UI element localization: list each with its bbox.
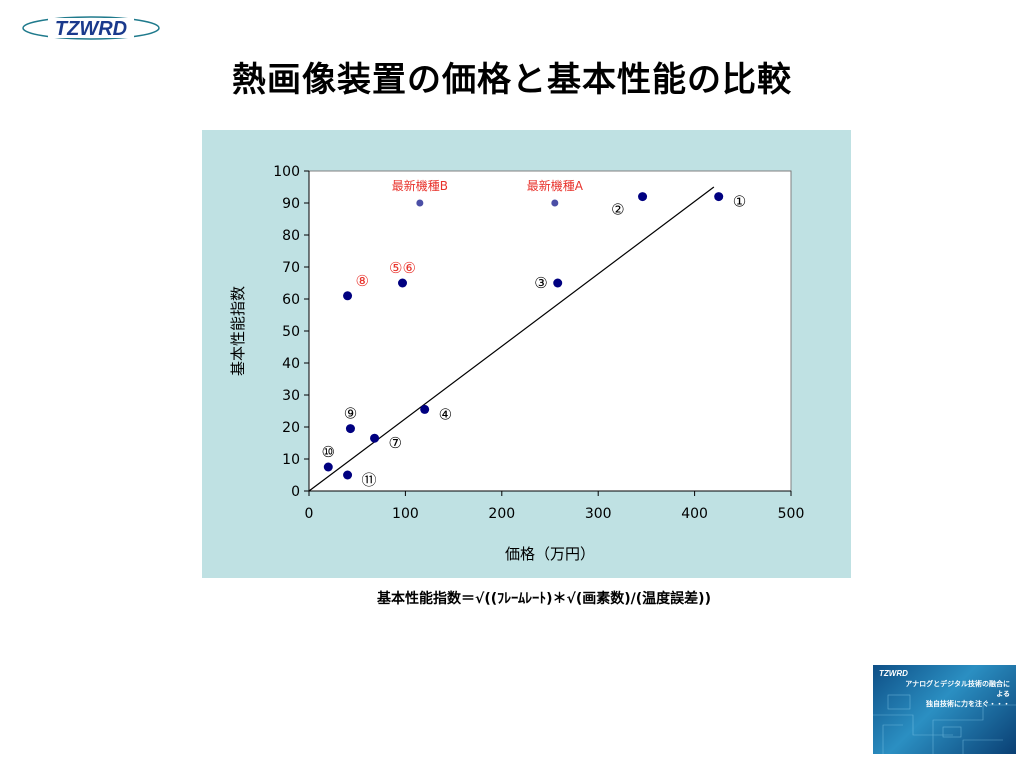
data-point xyxy=(714,192,724,202)
scatter-chart: 0 10 20 30 40 50 60 70 80 90 100 0 100 200 300 400 500 ①… xyxy=(229,164,805,563)
y-tick-label: 20 xyxy=(282,420,300,436)
y-tick-label: 90 xyxy=(282,196,300,212)
y-tick-label: 30 xyxy=(282,388,300,404)
plot-area xyxy=(308,170,792,492)
thumbnail-circuit-icon xyxy=(873,694,1016,754)
y-tick-label: 40 xyxy=(282,356,300,372)
data-point xyxy=(370,433,380,443)
x-tick-label: 200 xyxy=(488,506,515,522)
page-title: 熱画像装置の価格と基本性能の比較 xyxy=(232,60,792,100)
x-tick-label: 0 xyxy=(305,506,314,522)
chart-panel: 0 10 20 30 40 50 60 70 80 90 100 0 100 200 300 400 500 ①… xyxy=(202,130,851,578)
new-model-label: 最新機種B xyxy=(392,178,448,193)
point-label: ② xyxy=(611,201,624,219)
y-axis-label: 基本性能指数 xyxy=(229,286,247,376)
data-point xyxy=(420,404,430,414)
x-tick-label: 500 xyxy=(778,506,805,522)
company-thumbnail: TZWRD アナログとデジタル技術の融合による 独自技術に力を注ぐ・・・ xyxy=(873,665,1016,754)
point-label: ③ xyxy=(534,274,547,292)
y-tick-label: 70 xyxy=(282,260,300,276)
new-model-label: 最新機種A xyxy=(527,178,584,193)
data-point xyxy=(553,278,563,288)
point-label: ⑨ xyxy=(344,405,357,423)
y-tick-label: 50 xyxy=(282,324,300,340)
x-tick-label: 400 xyxy=(681,506,708,522)
thumbnail-caption: アナログとデジタル技術の融合による 独自技術に力を注ぐ・・・ xyxy=(900,679,1010,709)
tzwrd-logo: TZWRD xyxy=(22,16,160,40)
point-label: ⑧ xyxy=(356,272,369,290)
performance-formula: 基本性能指数＝√((ﾌﾚｰﾑﾚｰﾄ)＊√(画素数)/(温度誤差)) xyxy=(377,591,711,607)
y-tick-label: 60 xyxy=(282,292,300,308)
x-tick-label: 300 xyxy=(585,506,612,522)
x-tick-label: 100 xyxy=(392,506,419,522)
point-label: ⑩ xyxy=(322,443,335,461)
point-label: ⑪ xyxy=(362,471,377,489)
data-point xyxy=(343,470,353,480)
data-point xyxy=(323,462,333,472)
thumbnail-logo: TZWRD xyxy=(879,669,908,678)
new-model-point xyxy=(551,199,559,207)
point-label: ⑦ xyxy=(389,434,402,452)
logo-text: TZWRD xyxy=(55,18,127,40)
data-point xyxy=(398,278,408,288)
data-point xyxy=(345,424,355,434)
point-label: ⑤⑥ xyxy=(389,259,416,277)
point-label: ① xyxy=(733,193,746,211)
logo-oval-icon xyxy=(22,16,160,40)
thumbnail-line2: 独自技術に力を注ぐ・・・ xyxy=(926,700,1010,708)
thumbnail-line1: アナログとデジタル技術の融合による xyxy=(905,680,1010,698)
y-tick-label: 10 xyxy=(282,452,300,468)
y-tick-label: 0 xyxy=(291,484,300,500)
data-point xyxy=(343,291,353,301)
new-model-point xyxy=(416,199,424,207)
y-tick-label: 80 xyxy=(282,228,300,244)
point-label: ④ xyxy=(439,405,452,423)
x-axis-label: 価格（万円） xyxy=(505,545,595,563)
data-point xyxy=(638,192,648,202)
y-tick-label: 100 xyxy=(273,164,300,180)
